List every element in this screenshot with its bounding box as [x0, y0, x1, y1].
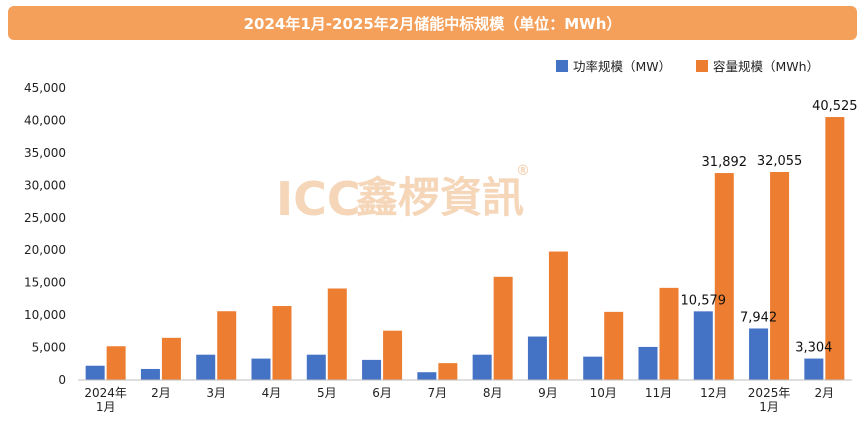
bar-power-8: [527, 336, 547, 380]
bar-capacity-5: [383, 330, 403, 380]
data-label-power-12: 7,942: [740, 310, 777, 325]
watermark-icc-text: ICC: [276, 172, 361, 226]
legend-swatch-0: [556, 60, 568, 72]
x-tick-label: 4月: [262, 386, 282, 400]
bar-capacity-0: [106, 346, 126, 380]
y-tick-label: 0: [58, 373, 66, 387]
bar-power-12: [749, 328, 769, 380]
data-label-power-13: 3,304: [795, 341, 832, 356]
bar-capacity-9: [604, 311, 624, 380]
y-tick-label: 25,000: [24, 211, 66, 225]
bar-power-10: [638, 346, 658, 380]
x-tick-label: 3月: [206, 386, 226, 400]
x-tick-label: 6月: [372, 386, 392, 400]
data-label-power-11: 10,579: [681, 293, 727, 308]
bar-capacity-1: [161, 337, 181, 380]
legend-label-0: 功率规模（MW）: [573, 59, 671, 74]
bar-power-3: [251, 358, 271, 380]
x-tick-label: 2025年: [748, 386, 791, 400]
legend: 功率规模（MW） 容量规模（MWh）: [556, 59, 819, 74]
y-tick-label: 10,000: [24, 308, 66, 322]
bar-capacity-10: [659, 287, 679, 380]
y-axis: 0 5,000 10,000 15,000 20,000 25,000 30,000 35,0…: [24, 81, 66, 387]
bar-capacity-7: [493, 276, 513, 380]
x-tick-label: 11月: [645, 386, 672, 400]
y-tick-label: 35,000: [24, 146, 66, 160]
legend-label-1: 容量规模（MWh）: [713, 59, 819, 74]
x-tick-label: 2月: [815, 386, 835, 400]
y-tick-label: 40,000: [24, 113, 66, 127]
bar-power-7: [472, 354, 492, 380]
bar-capacity-8: [548, 251, 568, 380]
data-label-capacity-11: 31,892: [702, 155, 748, 170]
data-labels: 10,579 31,892 7,942 32,055 3,304 40,525: [681, 99, 858, 356]
bar-capacity-3: [272, 306, 292, 380]
x-tick-label: 8月: [483, 386, 503, 400]
x-tick-label: 7月: [428, 386, 448, 400]
bar-power-11: [693, 311, 713, 380]
bar-power-0: [85, 365, 105, 380]
x-tick-label: 2024年: [84, 386, 127, 400]
x-tick-label: 9月: [538, 386, 558, 400]
x-tick-label: 10月: [590, 386, 617, 400]
x-tick-label: 5月: [317, 386, 337, 400]
y-tick-label: 30,000: [24, 178, 66, 192]
bar-power-5: [362, 359, 382, 380]
bar-capacity-11: [714, 173, 734, 380]
bars: [85, 117, 845, 380]
bar-power-4: [306, 354, 326, 380]
bar-power-9: [583, 356, 603, 380]
bar-power-13: [804, 358, 824, 380]
x-tick-label: 12月: [700, 386, 727, 400]
bar-capacity-6: [438, 363, 458, 380]
bar-power-1: [140, 368, 160, 380]
x-tick-label: 2月: [151, 386, 171, 400]
y-tick-label: 45,000: [24, 81, 66, 95]
y-tick-label: 15,000: [24, 276, 66, 290]
bar-capacity-4: [327, 288, 347, 380]
watermark-brand-text: 鑫椤資訊: [356, 173, 524, 222]
y-tick-label: 5,000: [32, 341, 66, 355]
legend-swatch-1: [696, 60, 708, 72]
data-label-capacity-12: 32,055: [757, 154, 803, 169]
x-tick-label: 1月: [759, 400, 779, 414]
bar-power-6: [417, 372, 437, 380]
bar-capacity-13: [825, 117, 845, 380]
watermark-registered-mark: ®: [516, 163, 530, 179]
data-label-capacity-13: 40,525: [812, 99, 858, 114]
bar-power-2: [196, 354, 216, 380]
bar-capacity-12: [770, 171, 790, 380]
chart-title: 2024年1月-2025年2月储能中标规模（单位：MWh）: [8, 6, 857, 40]
y-tick-label: 20,000: [24, 243, 66, 257]
x-tick-label: 1月: [96, 400, 116, 414]
bar-capacity-2: [217, 311, 237, 380]
